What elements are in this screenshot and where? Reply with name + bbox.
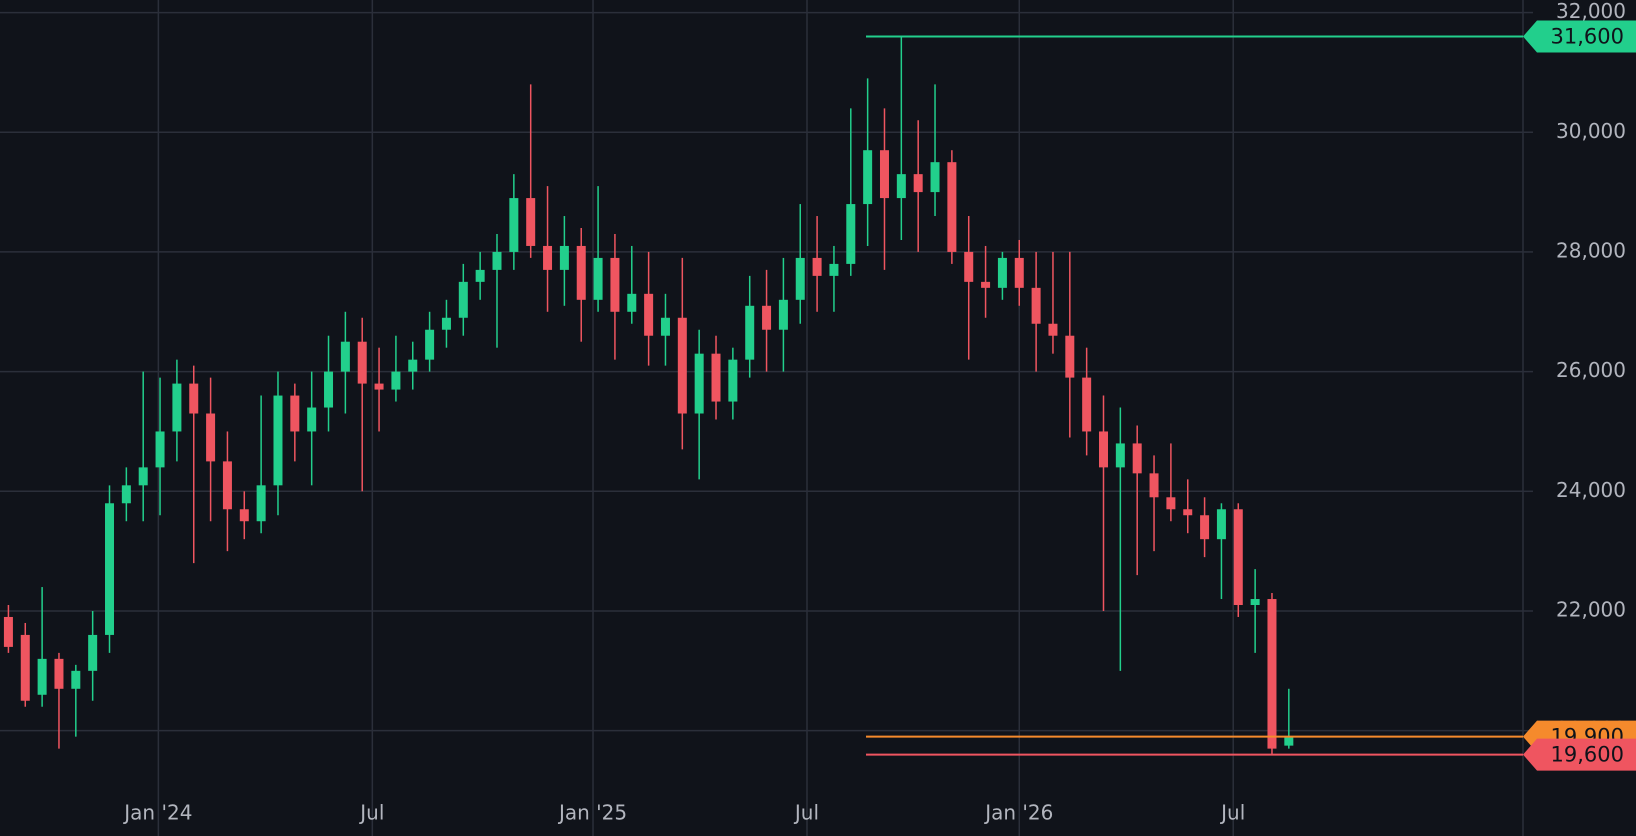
candle-body	[1115, 443, 1125, 468]
candle-body	[206, 413, 216, 462]
candle-body	[947, 162, 957, 252]
candle-body	[677, 317, 687, 414]
candle-body	[1284, 736, 1294, 746]
candle-body	[762, 305, 772, 330]
candle-body	[1082, 377, 1092, 432]
candle-body	[3, 616, 13, 647]
candle-body	[694, 353, 704, 414]
y-tick-label: 22,000	[1556, 597, 1626, 621]
candle-body	[324, 371, 334, 408]
candle-body	[71, 670, 81, 689]
candle-body	[20, 634, 30, 701]
y-tick-label: 24,000	[1556, 478, 1626, 502]
candle-body	[1233, 509, 1243, 606]
candle-body	[728, 359, 738, 402]
candle-body	[846, 204, 856, 264]
candle-body	[256, 485, 266, 522]
candle-body	[172, 383, 182, 432]
candle-body	[1216, 509, 1226, 540]
candle-body	[155, 431, 165, 468]
candle-body	[997, 257, 1007, 288]
candle-body	[374, 383, 384, 390]
candle-body	[425, 329, 435, 360]
candle-body	[105, 503, 115, 635]
candle-body	[1031, 287, 1041, 324]
x-tick-label: Jan '24	[122, 801, 192, 825]
candle-body	[475, 269, 485, 282]
candle-body	[610, 257, 620, 312]
y-tick-label: 32,000	[1556, 0, 1626, 23]
y-tick-label: 30,000	[1556, 119, 1626, 143]
candle-body	[408, 359, 418, 372]
candle-body	[340, 341, 350, 372]
candle-body	[1166, 497, 1176, 510]
candle-body	[627, 293, 637, 312]
candle-body	[1099, 431, 1109, 468]
x-tick-label: Jul	[358, 801, 384, 825]
candle-body	[391, 371, 401, 390]
candle-body	[1200, 515, 1210, 540]
y-tick-label: 28,000	[1556, 238, 1626, 262]
candle-body	[1132, 443, 1142, 474]
candle-body	[644, 293, 654, 336]
candle-body	[290, 395, 300, 432]
candle-body	[239, 509, 249, 522]
candle-body	[138, 467, 148, 486]
candle-body	[593, 257, 603, 300]
candle-body	[711, 353, 721, 402]
price-tag-label: 19,600	[1551, 743, 1624, 767]
candle-body	[879, 150, 889, 199]
candle-body	[863, 150, 873, 205]
candle-body	[492, 251, 502, 270]
candle-body	[88, 634, 98, 671]
x-tick-label: Jan '25	[557, 801, 627, 825]
candle-body	[981, 281, 991, 288]
candle-body	[543, 245, 553, 270]
candle-body	[509, 198, 519, 252]
x-tick-label: Jan '26	[983, 801, 1053, 825]
candle-body	[121, 485, 131, 504]
candle-body	[745, 305, 755, 360]
y-tick-label: 26,000	[1556, 358, 1626, 382]
candle-body	[357, 341, 367, 384]
candle-body	[913, 174, 923, 193]
candle-body	[1267, 599, 1277, 749]
candle-body	[896, 174, 906, 199]
candle-body	[1014, 257, 1024, 288]
candle-body	[189, 383, 199, 414]
candle-body	[458, 281, 468, 318]
candle-body	[526, 198, 536, 246]
price-tag	[1523, 738, 1636, 771]
candle-body	[37, 658, 47, 695]
price-tag	[1523, 20, 1636, 53]
candle-body	[222, 461, 232, 510]
candle-body	[441, 317, 451, 330]
candle-body	[273, 395, 283, 486]
candle-body	[559, 245, 569, 270]
candle-body	[812, 257, 822, 276]
candle-body	[660, 317, 670, 336]
candle-body	[54, 658, 64, 689]
candle-body	[1149, 473, 1159, 498]
candle-body	[930, 162, 940, 193]
candle-body	[1048, 323, 1058, 336]
candle-body	[795, 257, 805, 300]
candle-body	[576, 245, 586, 300]
candle-body	[964, 251, 974, 282]
x-tick-label: Jul	[1219, 801, 1245, 825]
candle-body	[778, 299, 788, 330]
candle-body	[307, 407, 317, 432]
x-tick-label: Jul	[793, 801, 819, 825]
price-tag-label: 31,600	[1551, 25, 1624, 49]
candle-body	[1065, 335, 1075, 378]
candle-body	[1183, 509, 1193, 516]
candle-body	[1250, 599, 1260, 606]
candle-body	[829, 263, 839, 276]
